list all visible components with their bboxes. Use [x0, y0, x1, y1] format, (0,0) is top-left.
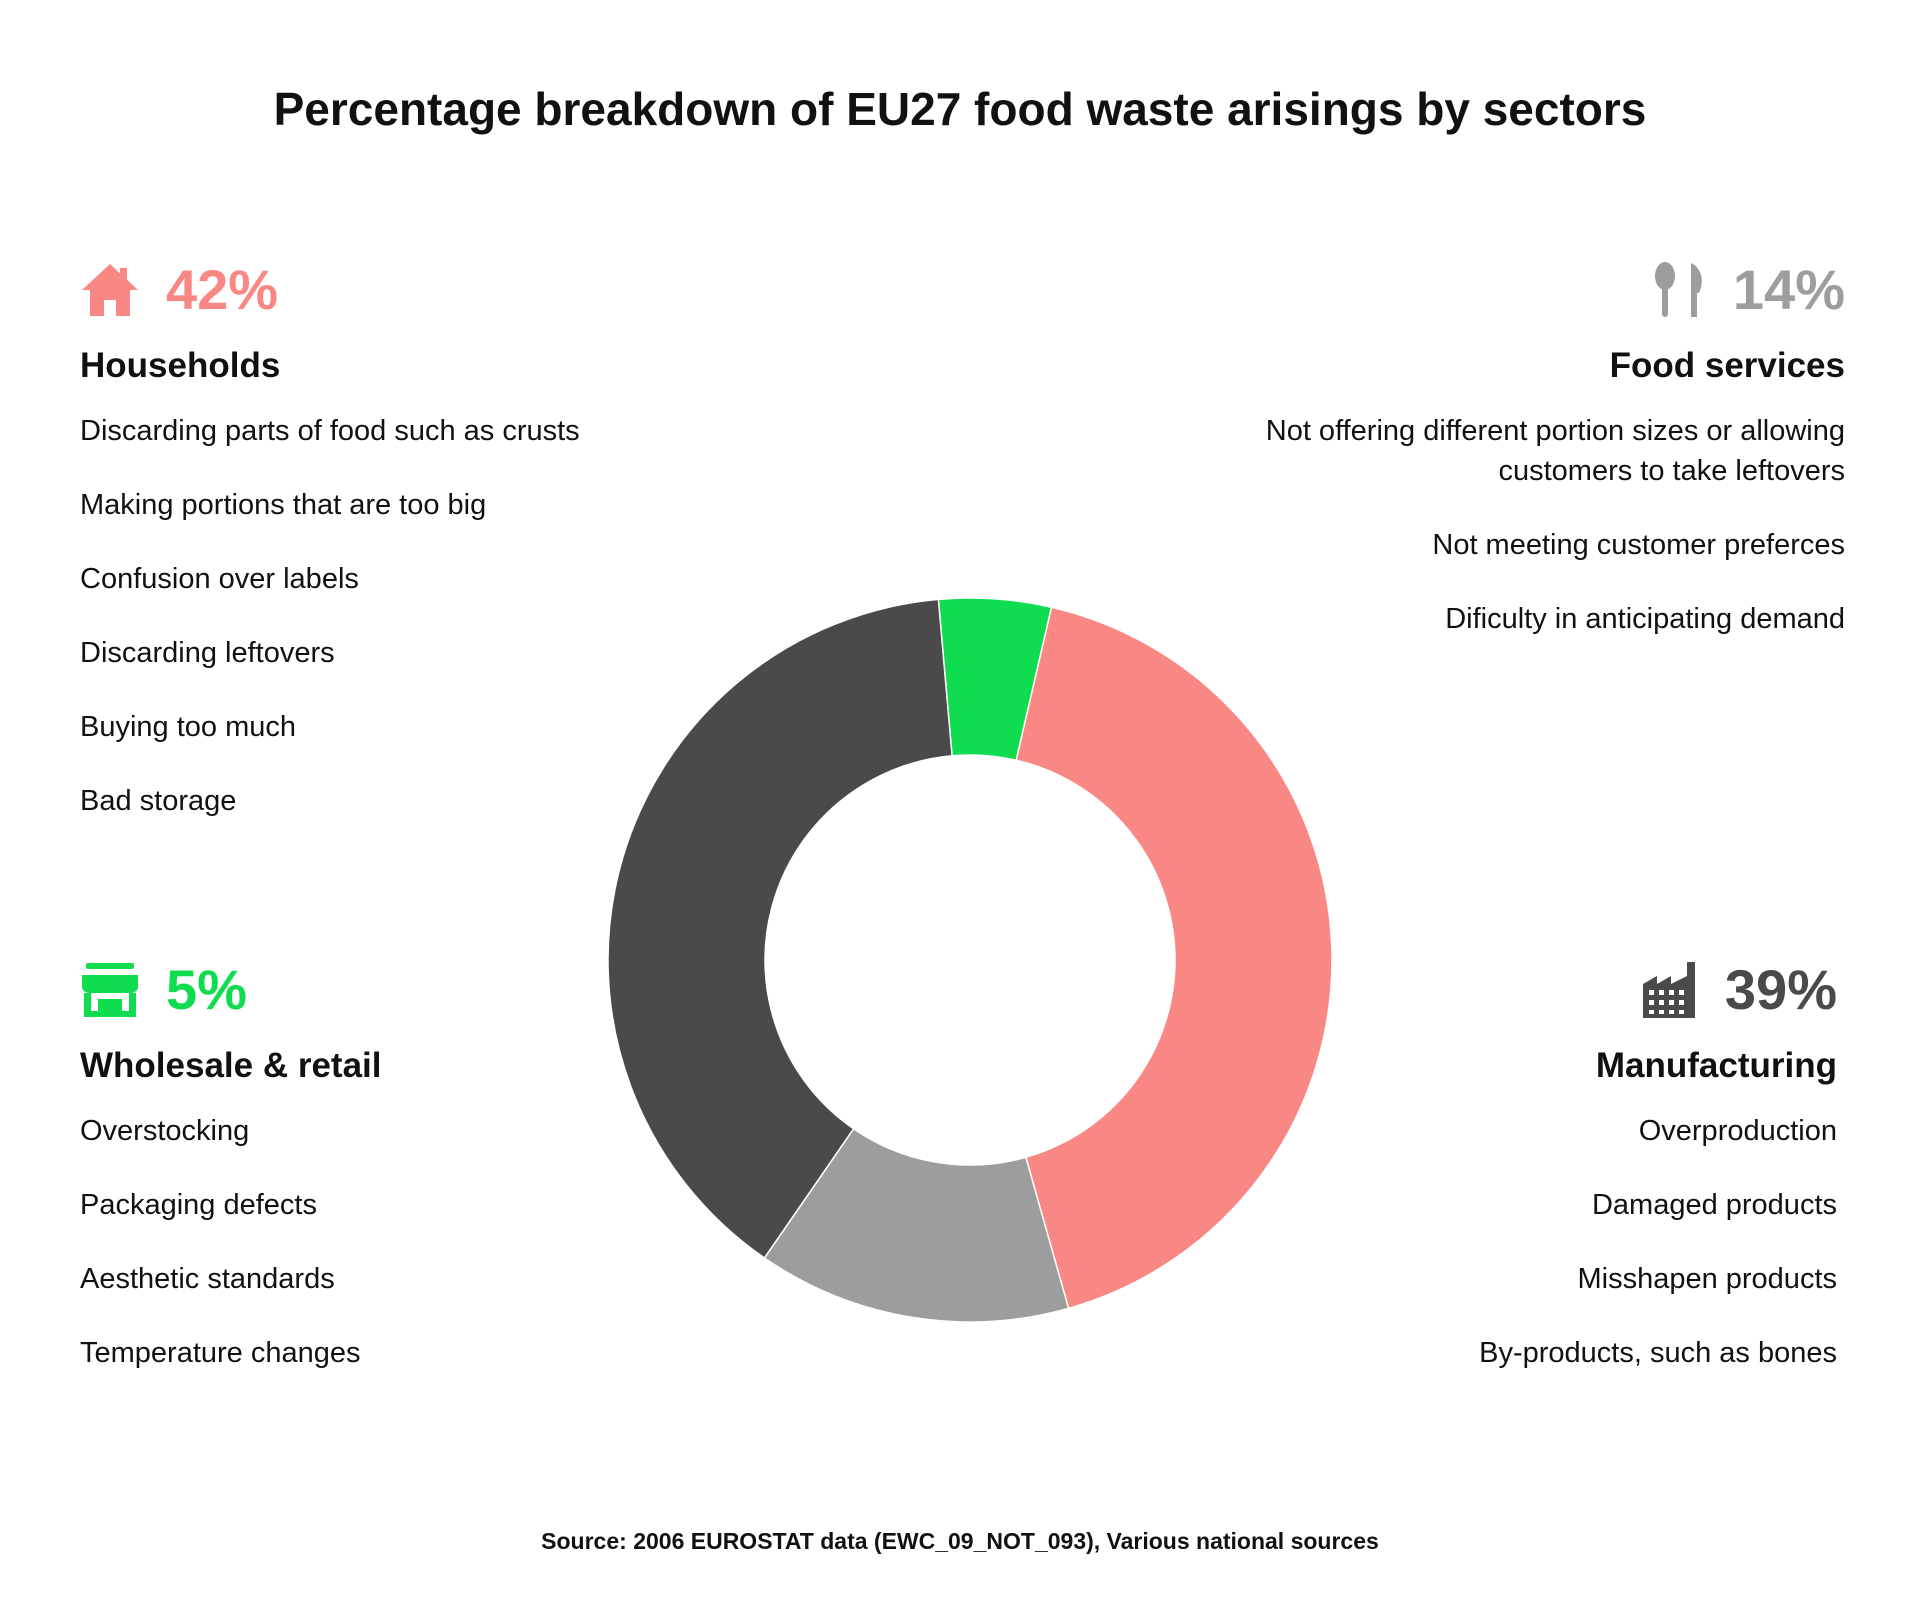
cutlery-icon	[1654, 262, 1702, 317]
chart-title: Percentage breakdown of EU27 food waste …	[273, 83, 1647, 135]
list-item: Confusion over labels	[80, 563, 359, 595]
donut-chart-container	[590, 580, 1350, 1340]
manufacturing-panel: 39% Manufacturing Overproduction Damaged…	[1277, 955, 1837, 1407]
households-percent: 42%	[166, 258, 279, 321]
wholesale-header: 5%	[80, 955, 640, 1025]
manufacturing-title: Manufacturing	[1595, 1046, 1837, 1085]
households-causes-list: Discarding parts of food such as crusts …	[80, 411, 700, 821]
manufacturing-header: 39%	[1277, 955, 1837, 1025]
manufacturing-causes-list: Overproduction Damaged products Misshape…	[1277, 1111, 1837, 1373]
list-item: Aesthetic standards	[80, 1263, 335, 1295]
households-header: 42%	[80, 255, 700, 325]
factory-icon	[1642, 962, 1695, 1018]
list-item: Discarding leftovers	[80, 637, 335, 669]
wholesale-causes-list: Overstocking Packaging defects Aesthetic…	[80, 1111, 640, 1373]
list-item: Bad storage	[80, 785, 237, 817]
wholesale-panel: 5% Wholesale & retail Overstocking Packa…	[80, 955, 640, 1407]
donut-slice-households	[1015, 606, 1333, 1310]
list-item: Discarding parts of food such as crusts	[80, 415, 580, 447]
list-item: Dificulty in anticipating demand	[1445, 603, 1845, 635]
food-services-header: 14%	[1225, 255, 1845, 325]
wholesale-title: Wholesale & retail	[80, 1046, 382, 1085]
food-services-panel: 14% Food services Not offering different…	[1225, 255, 1845, 673]
list-item: Buying too much	[80, 711, 297, 743]
list-item: Packaging defects	[80, 1189, 317, 1221]
list-item: By-products, such as bones	[1479, 1337, 1837, 1369]
households-title: Households	[80, 346, 281, 385]
list-item: Damaged products	[1591, 1189, 1837, 1221]
store-icon	[82, 963, 138, 1017]
donut-chart	[607, 597, 1333, 1323]
food-services-title: Food services	[1609, 346, 1845, 385]
list-item: Overstocking	[80, 1115, 250, 1147]
donut-slice-manufacturing	[607, 598, 953, 1260]
list-item: Not offering different portion sizes or …	[1265, 415, 1845, 487]
wholesale-percent: 5%	[166, 958, 247, 1021]
food-services-percent: 14%	[1732, 258, 1845, 321]
list-item: Temperature changes	[80, 1337, 361, 1369]
food-services-causes-list: Not offering different portion sizes or …	[1225, 411, 1845, 639]
donut-slice-wholesale-retail	[937, 597, 1053, 762]
manufacturing-percent: 39%	[1724, 958, 1837, 1021]
list-item: Not meeting customer preferces	[1432, 529, 1845, 561]
list-item: Making portions that are too big	[80, 489, 487, 521]
list-item: Misshapen products	[1577, 1263, 1837, 1295]
list-item: Overproduction	[1638, 1115, 1837, 1147]
source-note: Source: 2006 EUROSTAT data (EWC_09_NOT_0…	[541, 1528, 1379, 1554]
house-icon	[82, 264, 138, 316]
donut-slice-food-services	[763, 1127, 1070, 1323]
households-panel: 42% Households Discarding parts of food …	[80, 255, 700, 855]
